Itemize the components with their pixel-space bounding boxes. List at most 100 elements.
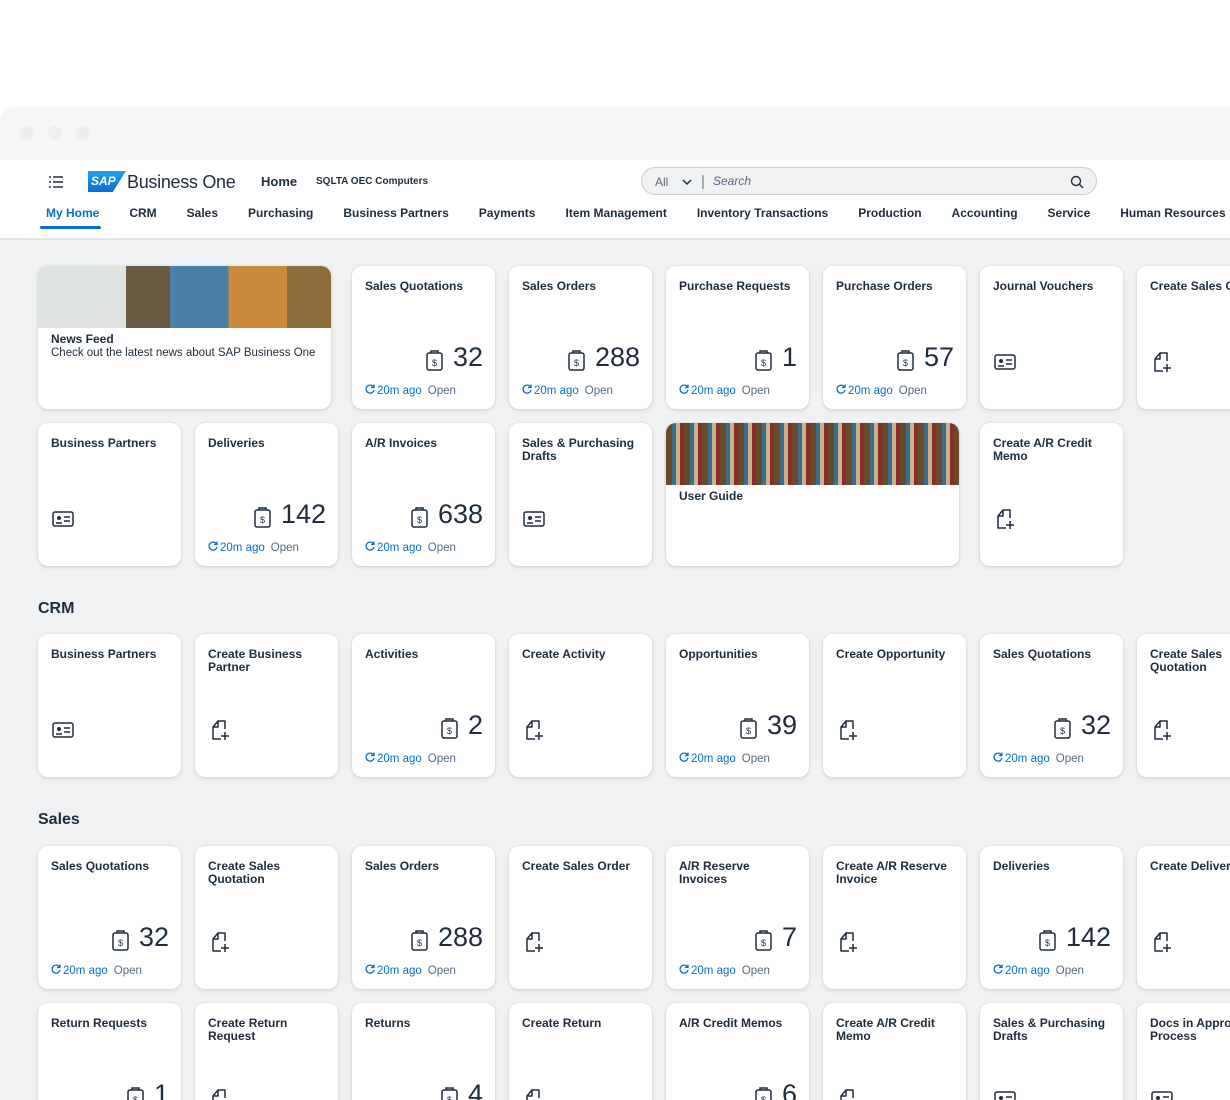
tile[interactable]: Create Activity bbox=[509, 634, 652, 777]
company-name: SQLTA OEC Computers bbox=[316, 176, 429, 187]
svg-text:$: $ bbox=[260, 515, 265, 525]
refresh-time: 20m ago bbox=[691, 753, 736, 765]
tile[interactable]: User Guide bbox=[666, 423, 959, 566]
refresh-time: 20m ago bbox=[1005, 965, 1050, 977]
tile[interactable]: Business Partners bbox=[38, 423, 181, 566]
tile-icon bbox=[1150, 1087, 1174, 1100]
tile-footer: 20m ago Open bbox=[365, 541, 456, 554]
tile[interactable]: News Feed Check out the latest news about… bbox=[38, 266, 331, 409]
tile-title: Purchase Requests bbox=[679, 279, 791, 293]
nav-tab[interactable]: Purchasing bbox=[248, 206, 314, 220]
tile[interactable]: Create A/R Credit Memo bbox=[980, 423, 1123, 566]
tile[interactable]: Sales Quotations 32 $20m ago Open bbox=[38, 846, 181, 989]
tile[interactable]: Create Sales Quotation bbox=[195, 846, 338, 989]
tile[interactable]: Sales Quotations 32 $20m ago Open bbox=[980, 634, 1123, 777]
tile-icon bbox=[993, 350, 1017, 379]
tile[interactable]: Create Sales Order bbox=[1137, 266, 1230, 409]
tile-status: Open bbox=[898, 385, 927, 397]
nav-tab[interactable]: Accounting bbox=[951, 206, 1018, 220]
refresh-icon bbox=[993, 752, 1003, 762]
nav-tab[interactable]: Item Management bbox=[565, 206, 667, 220]
tile-title: Create Sales Quotation bbox=[1150, 647, 1223, 674]
tile[interactable]: A/R Reserve Invoices 7 $20m ago Open bbox=[666, 846, 809, 989]
tile[interactable]: Create Opportunity bbox=[823, 634, 966, 777]
tile-footer: 20m ago Open bbox=[993, 752, 1084, 765]
tile[interactable]: Sales & Purchasing Drafts bbox=[509, 423, 652, 566]
tile[interactable]: Sales & Purchasing Drafts bbox=[980, 1003, 1123, 1100]
tile-footer: 20m ago Open bbox=[679, 384, 770, 397]
tile[interactable]: Business Partners bbox=[38, 634, 181, 777]
nav-tab[interactable]: Business Partners bbox=[343, 206, 449, 220]
tile[interactable]: Create Return bbox=[509, 1003, 652, 1100]
refresh-icon bbox=[365, 541, 375, 551]
tile-count: 288 bbox=[594, 342, 640, 372]
nav-tab[interactable]: CRM bbox=[129, 206, 157, 220]
tile[interactable]: A/R Invoices 638 $20m ago Open bbox=[352, 423, 495, 566]
svg-text:$: $ bbox=[903, 358, 908, 368]
nav-tab[interactable]: Service bbox=[1047, 206, 1091, 220]
dropdown-arrow bbox=[682, 179, 692, 186]
tile[interactable]: Deliveries 142 $20m ago Open bbox=[980, 846, 1123, 989]
tile-icon bbox=[522, 1087, 546, 1100]
search-icon[interactable] bbox=[1070, 175, 1084, 189]
tile[interactable]: Sales Orders 288 $20m ago Open bbox=[352, 846, 495, 989]
refresh-time: 20m ago bbox=[848, 385, 893, 397]
nav-tab[interactable]: Sales bbox=[186, 206, 219, 220]
tile-icon bbox=[993, 507, 1017, 536]
refresh-icon bbox=[679, 752, 689, 762]
tile-icon bbox=[1150, 930, 1174, 959]
refresh-icon bbox=[51, 964, 61, 974]
search-field[interactable]: All Search bbox=[641, 167, 1097, 195]
tile-title: Sales & Purchasing Drafts bbox=[993, 1016, 1106, 1043]
refresh-icon bbox=[679, 964, 689, 974]
tile[interactable]: Opportunities 39 $20m ago Open bbox=[666, 634, 809, 777]
window-dot bbox=[76, 126, 90, 140]
menu-button[interactable] bbox=[48, 175, 64, 189]
tile[interactable]: Docs in Approval Process bbox=[1137, 1003, 1230, 1100]
search-placeholder: Search bbox=[713, 174, 752, 188]
nav-tab[interactable]: My Home bbox=[39, 206, 102, 229]
nav-tab[interactable]: Payments bbox=[478, 206, 536, 220]
tile-footer: 20m ago Open bbox=[365, 964, 456, 977]
nav-tab[interactable]: Production bbox=[858, 206, 922, 220]
refresh-time: 20m ago bbox=[534, 385, 579, 397]
refresh-time: 20m ago bbox=[377, 542, 422, 554]
nav-tab[interactable]: Human Resources bbox=[1120, 206, 1226, 220]
tile[interactable]: Purchase Orders 57 $20m ago Open bbox=[823, 266, 966, 409]
tile[interactable]: Purchase Requests 1 $20m ago Open bbox=[666, 266, 809, 409]
tile-status: Open bbox=[427, 753, 456, 765]
tile[interactable]: Create Sales Quotation bbox=[1137, 634, 1230, 777]
tile[interactable]: Create Sales Order bbox=[509, 846, 652, 989]
tile-title: News Feed bbox=[51, 332, 114, 346]
refresh-time: 20m ago bbox=[691, 965, 736, 977]
tile[interactable]: Create Delivery bbox=[1137, 846, 1230, 989]
tile[interactable]: Create Business Partner bbox=[195, 634, 338, 777]
tile-title: Deliveries bbox=[993, 859, 1050, 873]
window-dot bbox=[48, 126, 62, 140]
tile[interactable]: Deliveries 142 $20m ago Open bbox=[195, 423, 338, 566]
nav-tab[interactable]: Inventory Transactions bbox=[696, 206, 829, 220]
tile-icon: $ bbox=[109, 929, 133, 958]
tile[interactable]: Activities 2 $20m ago Open bbox=[352, 634, 495, 777]
tile-icon bbox=[836, 930, 860, 959]
tile-footer: 20m ago Open bbox=[836, 384, 927, 397]
tile[interactable]: Create Return Request bbox=[195, 1003, 338, 1100]
svg-text:$: $ bbox=[432, 358, 437, 368]
tile[interactable]: Create A/R Reserve Invoice bbox=[823, 846, 966, 989]
tile-count: 142 bbox=[1065, 922, 1111, 952]
tile-status: Open bbox=[741, 385, 770, 397]
tile[interactable]: Create A/R Credit Memo bbox=[823, 1003, 966, 1100]
tile[interactable]: Sales Quotations 32 $20m ago Open bbox=[352, 266, 495, 409]
separator bbox=[702, 175, 704, 189]
refresh-icon bbox=[208, 541, 218, 551]
tile-count: 4 bbox=[467, 1079, 483, 1100]
tile[interactable]: Sales Orders 288 $20m ago Open bbox=[509, 266, 652, 409]
tile[interactable]: Journal Vouchers bbox=[980, 266, 1123, 409]
search-scope[interactable]: All bbox=[655, 175, 669, 189]
tile-title: Return Requests bbox=[51, 1016, 148, 1030]
window-dot bbox=[20, 126, 34, 140]
tile-status: Open bbox=[427, 965, 456, 977]
